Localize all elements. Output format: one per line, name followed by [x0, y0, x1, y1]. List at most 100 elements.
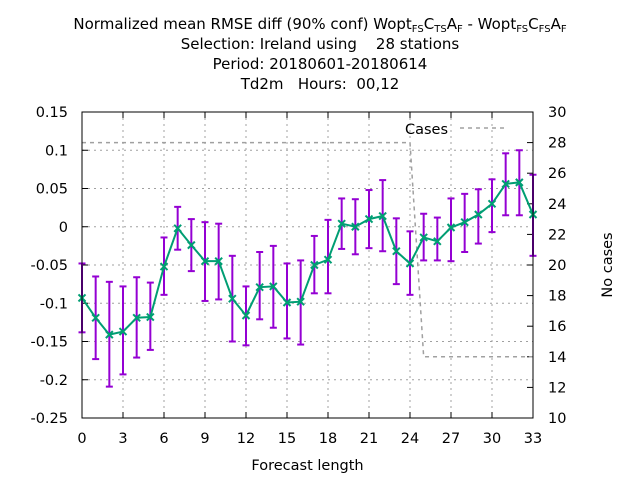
y-tick-label: 0	[59, 220, 68, 236]
y2-tick-label: 14	[548, 350, 566, 366]
chart-subtitle-period: Period: 20180601-20180614	[212, 55, 428, 73]
marker-stroke	[487, 199, 497, 209]
data-point-marker	[105, 330, 114, 339]
data-point-marker	[433, 237, 442, 246]
marker-stroke	[91, 313, 100, 322]
y-tick-label: -0.25	[30, 411, 68, 427]
marker-stroke	[214, 256, 223, 266]
data-point-marker	[501, 179, 510, 189]
data-point-marker	[323, 255, 333, 264]
data-point-marker	[337, 219, 346, 228]
data-point-marker	[282, 298, 292, 307]
marker-stroke	[515, 178, 524, 187]
marker-stroke	[446, 223, 456, 232]
data-point-marker	[146, 312, 155, 322]
y-tick-label: -0.2	[40, 373, 68, 389]
y-tick-label: -0.1	[40, 296, 68, 312]
x-axis-label: Forecast length	[251, 458, 363, 474]
data-point-marker	[378, 211, 387, 221]
y2-tick-label: 16	[548, 319, 566, 335]
y-tick-label: -0.05	[30, 258, 68, 274]
marker-stroke	[173, 224, 182, 233]
marker-stroke	[282, 298, 292, 307]
data-point-marker	[446, 223, 456, 232]
axis-ticks: 0 3 6 9 12 15 18 21 24 27 30 33 0.15 0.1 0.05 0 -0.05 -0.…	[30, 105, 566, 447]
x-tick-label: 24	[401, 431, 419, 447]
y2-tick-label: 26	[548, 166, 566, 182]
marker-stroke	[405, 259, 415, 268]
legend: Cases	[405, 122, 505, 138]
data-point-marker	[460, 217, 469, 227]
marker-stroke	[159, 262, 169, 271]
x-tick-label: 12	[237, 431, 255, 447]
marker-stroke	[255, 282, 264, 292]
data-point-marker	[474, 210, 483, 219]
marker-stroke	[118, 327, 128, 336]
data-point-marker	[159, 262, 169, 271]
plot-frame	[81, 111, 534, 419]
data-point-marker	[351, 222, 360, 231]
chart-subtitle-selection: Selection: Ireland using 28 stations	[180, 35, 460, 53]
y2-tick-label: 12	[548, 380, 566, 396]
data-point-marker	[228, 294, 237, 303]
x-tick-label: 6	[159, 431, 168, 447]
rmse-series	[77, 178, 538, 339]
y2-tick-label: 30	[548, 105, 566, 121]
x-tick-label: 27	[442, 431, 460, 447]
chart-subtitle-param: Td2m Hours: 00,12	[240, 75, 400, 93]
x-tick-label: 21	[360, 431, 378, 447]
x-tick-label: 30	[483, 431, 501, 447]
marker-stroke	[419, 233, 428, 242]
x-tick-label: 9	[200, 431, 209, 447]
rmse-line	[81, 181, 534, 336]
data-point-marker	[419, 233, 428, 242]
chart-title: Normalized mean RMSE diff (90% conf) Wop…	[73, 15, 567, 35]
data-point-marker	[173, 224, 182, 233]
marker-stroke	[132, 313, 141, 322]
x-tick-label: 18	[319, 431, 337, 447]
error-bars	[78, 149, 537, 388]
data-point-marker	[187, 240, 196, 250]
marker-stroke	[337, 219, 346, 228]
x-tick-label: 15	[278, 431, 296, 447]
marker-stroke	[364, 214, 374, 224]
data-point-marker	[515, 178, 524, 187]
y2-tick-label: 10	[548, 411, 566, 427]
data-point-marker	[269, 282, 278, 291]
y-tick-label: 0.1	[45, 143, 68, 159]
data-point-marker	[91, 313, 100, 322]
y2-tick-label: 28	[548, 136, 566, 152]
marker-stroke	[187, 240, 196, 250]
data-point-marker	[132, 313, 141, 322]
y-tick-label: -0.15	[30, 335, 68, 351]
data-point-marker	[255, 282, 264, 292]
marker-stroke	[378, 211, 387, 221]
data-point-marker	[392, 247, 401, 256]
y2-tick-label: 22	[548, 227, 566, 243]
y2-tick-label: 18	[548, 289, 566, 305]
data-point-marker	[364, 214, 374, 224]
marker-stroke	[474, 210, 483, 219]
marker-stroke	[310, 260, 319, 270]
x-tick-label: 3	[118, 431, 127, 447]
data-point-marker	[241, 311, 251, 320]
y-tick-label: 0.15	[36, 105, 68, 121]
x-tick-label: 33	[524, 431, 542, 447]
y2-axis-label: No cases	[600, 232, 616, 297]
marker-stroke	[501, 179, 510, 189]
marker-stroke	[460, 217, 469, 227]
marker-stroke	[323, 255, 333, 264]
marker-stroke	[228, 294, 237, 303]
grid	[82, 112, 533, 418]
marker-stroke	[241, 311, 251, 320]
y2-tick-label: 20	[548, 258, 566, 274]
data-point-marker	[200, 256, 210, 266]
data-point-marker	[310, 260, 319, 270]
marker-stroke	[200, 256, 210, 266]
data-point-marker	[118, 327, 128, 336]
marker-stroke	[392, 247, 401, 256]
data-point-marker	[405, 259, 415, 268]
x-tick-label: 0	[77, 431, 86, 447]
marker-stroke	[146, 312, 155, 322]
marker-stroke	[351, 222, 360, 231]
